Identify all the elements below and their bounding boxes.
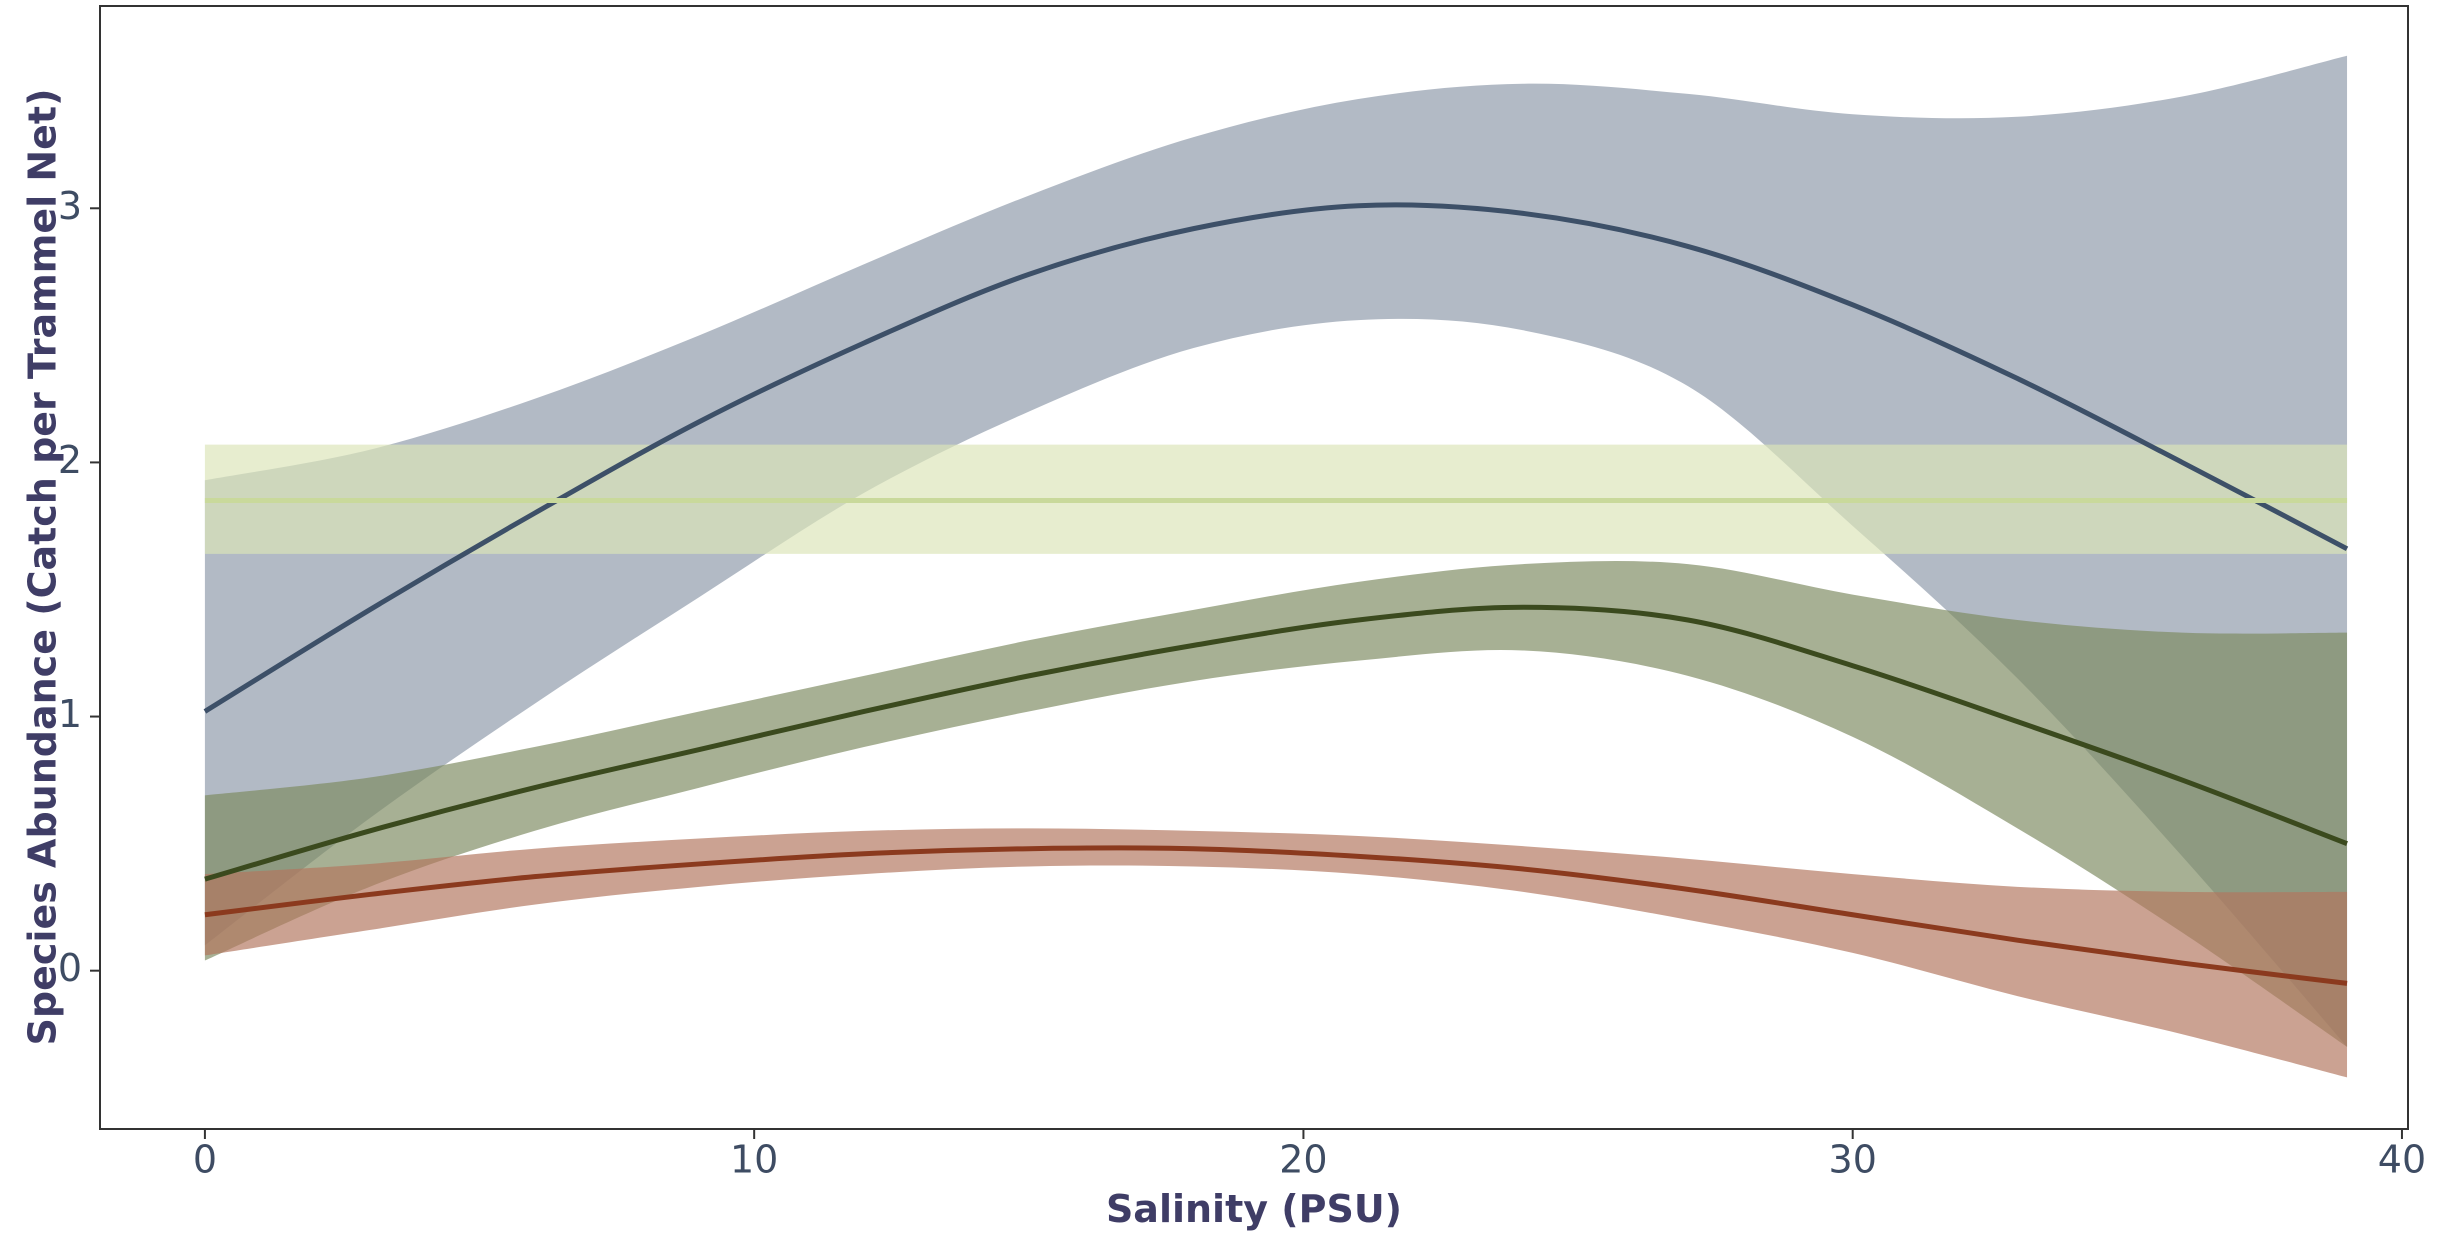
x-axis-title: Salinity (PSU)	[1106, 1187, 1402, 1231]
confidence-band	[204, 561, 2348, 1047]
confidence-band	[204, 828, 2348, 1078]
y-axis-title: Species Abundance (Catch per Trammel Net…	[21, 89, 65, 1046]
trend-line	[204, 845, 2348, 986]
trend-line	[204, 604, 2348, 882]
x-tick-label: 20	[1279, 1138, 1327, 1182]
y-tick-label: 1	[58, 692, 82, 736]
y-tick-label: 2	[58, 438, 82, 482]
y-tick-label: 3	[58, 184, 82, 228]
x-tick-label: 0	[193, 1138, 217, 1182]
confidence-band	[204, 55, 2348, 1047]
x-tick-label: 10	[730, 1138, 778, 1182]
x-tick-label: 30	[1829, 1138, 1877, 1182]
y-tick-label: 0	[58, 946, 82, 990]
x-tick-label: 40	[2378, 1138, 2426, 1182]
plot-frame	[99, 5, 2409, 1130]
trend-line	[203, 202, 2349, 714]
